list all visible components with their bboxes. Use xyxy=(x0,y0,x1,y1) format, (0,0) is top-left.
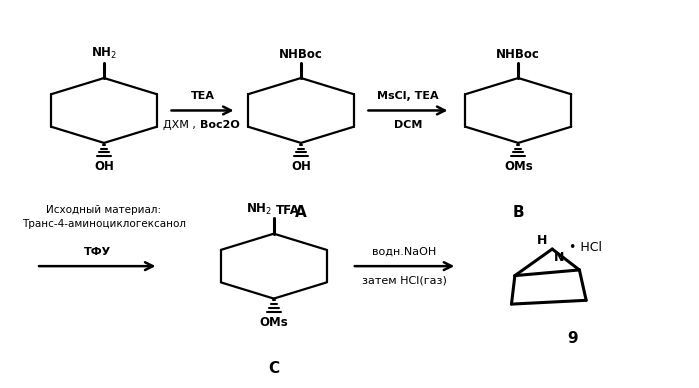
Text: ТФУ: ТФУ xyxy=(84,247,111,256)
Text: NHBoc: NHBoc xyxy=(279,48,323,61)
Text: водн.NaOH: водн.NaOH xyxy=(373,247,437,256)
Text: Boc2O: Boc2O xyxy=(200,120,240,130)
Text: OMs: OMs xyxy=(504,160,533,173)
Text: B: B xyxy=(512,205,524,220)
Text: • HCl: • HCl xyxy=(569,241,603,254)
Text: NH$_2$: NH$_2$ xyxy=(246,201,272,217)
Text: H: H xyxy=(536,234,547,247)
Text: ДХМ ,: ДХМ , xyxy=(163,120,199,130)
Text: TEA: TEA xyxy=(191,91,215,101)
Text: TFA: TFA xyxy=(276,204,300,217)
Text: 9: 9 xyxy=(568,331,578,346)
Text: MsCl, TEA: MsCl, TEA xyxy=(377,91,439,101)
Text: затем HCl(газ): затем HCl(газ) xyxy=(362,275,447,286)
Text: OH: OH xyxy=(291,160,311,173)
Text: Исходный материал:
Транс-4-аминоциклогексанол: Исходный материал: Транс-4-аминоциклогек… xyxy=(22,205,186,229)
Text: A: A xyxy=(295,205,307,220)
Text: DCM: DCM xyxy=(394,120,422,130)
Text: OH: OH xyxy=(94,160,114,173)
Text: NH$_2$: NH$_2$ xyxy=(91,46,117,61)
Text: N: N xyxy=(554,251,565,264)
Text: NHBoc: NHBoc xyxy=(496,48,540,61)
Text: OMs: OMs xyxy=(259,316,288,329)
Text: C: C xyxy=(268,361,280,376)
